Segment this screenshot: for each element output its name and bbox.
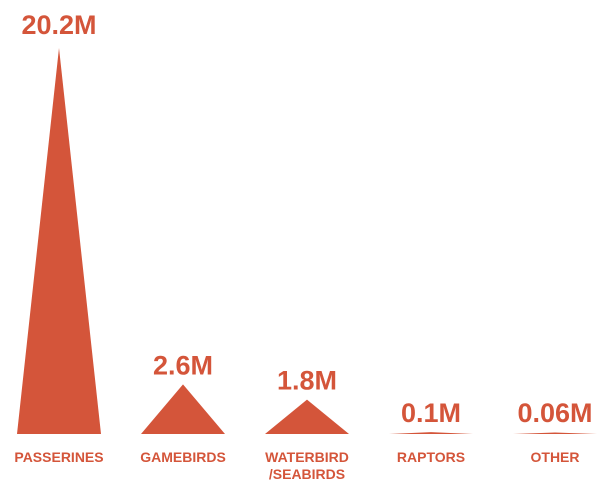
bar-waterbird-seabirds [265,399,349,434]
category-labels: PASSERINES GAMEBIRDS WATERBIRD/SEABIRDS RAP… [14,449,579,481]
value-labels: 20.2M 2.6M 1.8M 0.1M 0.06M [21,10,592,428]
category-label-raptors: RAPTORS [397,449,465,465]
value-label-gamebirds: 2.6M [153,350,213,380]
category-label-passerines: PASSERINES [14,449,103,465]
value-label-raptors: 0.1M [401,398,461,428]
bar-raptors [389,432,473,434]
value-label-other: 0.06M [517,398,592,428]
chart-marks [17,48,597,434]
bar-gamebirds [141,384,225,434]
bar-other [513,432,597,434]
value-label-passerines: 20.2M [21,10,96,40]
value-label-waterbird-seabirds: 1.8M [277,366,337,396]
category-label-gamebirds: GAMEBIRDS [140,449,226,465]
bar-passerines [17,48,101,434]
category-label-other: OTHER [531,449,580,465]
category-label-waterbird-seabirds: WATERBIRD/SEABIRDS [265,449,349,481]
